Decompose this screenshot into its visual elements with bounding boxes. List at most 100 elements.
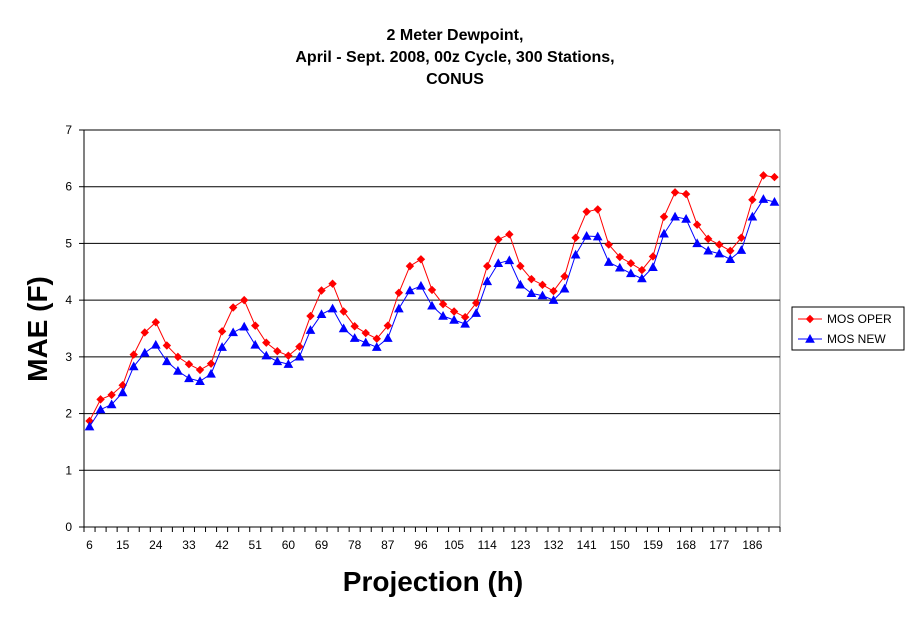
data-point bbox=[217, 327, 227, 336]
data-point bbox=[769, 196, 780, 206]
data-point bbox=[184, 373, 194, 383]
data-point bbox=[382, 333, 393, 342]
data-point bbox=[95, 404, 106, 414]
data-point bbox=[581, 231, 592, 240]
data-point bbox=[516, 261, 525, 271]
data-point bbox=[692, 238, 702, 248]
x-tick-label: 78 bbox=[348, 538, 362, 552]
data-point bbox=[350, 322, 359, 331]
data-point bbox=[571, 233, 580, 242]
series-layer bbox=[84, 171, 780, 431]
x-axis-ticks: 6 15 24 33 42 51 60 69 78 87 96 105 114 123 132 141 150 1… bbox=[83, 527, 781, 552]
data-point bbox=[251, 321, 260, 330]
data-point bbox=[305, 325, 316, 334]
data-point bbox=[438, 310, 448, 320]
data-point bbox=[460, 318, 470, 328]
series-1 bbox=[85, 171, 779, 426]
data-point bbox=[339, 307, 348, 316]
data-point bbox=[151, 318, 161, 327]
data-point bbox=[117, 387, 128, 397]
data-point bbox=[681, 214, 691, 223]
y-tick-label: 5 bbox=[65, 236, 72, 250]
data-point bbox=[295, 342, 304, 351]
data-point bbox=[416, 255, 426, 264]
data-point bbox=[526, 288, 537, 298]
data-point bbox=[106, 399, 117, 409]
data-point bbox=[538, 280, 547, 290]
chart-title: 2 Meter Dewpoint, April - Sept. 2008, 00z… bbox=[295, 27, 614, 88]
data-point bbox=[637, 273, 647, 283]
data-point bbox=[128, 361, 139, 371]
data-point bbox=[692, 220, 702, 229]
y-axis-title: MAE (F) bbox=[22, 276, 53, 382]
data-point bbox=[338, 323, 349, 333]
y-axis-ticks: 0 1 2 3 4 5 6 7 bbox=[65, 123, 84, 534]
data-point bbox=[294, 351, 305, 361]
data-point bbox=[217, 342, 227, 351]
data-point bbox=[770, 172, 779, 182]
data-point bbox=[505, 230, 514, 239]
x-tick-label: 186 bbox=[742, 538, 762, 552]
data-point bbox=[626, 259, 636, 268]
data-point bbox=[725, 254, 736, 264]
y-tick-label: 2 bbox=[65, 407, 72, 421]
data-point bbox=[603, 257, 614, 266]
data-point bbox=[515, 279, 526, 289]
series-2 bbox=[84, 194, 780, 431]
legend-item: MOS OPER bbox=[798, 312, 892, 326]
data-point bbox=[273, 346, 282, 356]
y-tick-label: 4 bbox=[65, 293, 72, 307]
data-point bbox=[737, 233, 746, 242]
legend-marker bbox=[805, 333, 815, 343]
data-point bbox=[96, 395, 105, 404]
x-axis-title: Projection (h) bbox=[343, 566, 523, 597]
data-point bbox=[614, 262, 625, 272]
legend-box bbox=[791, 306, 905, 351]
data-point bbox=[670, 211, 680, 221]
data-point bbox=[626, 268, 636, 278]
data-point bbox=[570, 249, 581, 259]
x-tick-label: 42 bbox=[215, 538, 229, 552]
data-point bbox=[593, 205, 602, 214]
data-point bbox=[228, 327, 238, 337]
x-tick-label: 24 bbox=[149, 538, 163, 552]
data-point bbox=[306, 311, 315, 321]
data-point bbox=[482, 276, 493, 286]
data-point bbox=[427, 285, 437, 295]
x-tick-label: 96 bbox=[414, 538, 428, 552]
data-point bbox=[262, 338, 271, 347]
y-tick-label: 0 bbox=[65, 520, 72, 534]
data-point bbox=[759, 171, 768, 180]
data-point bbox=[405, 261, 415, 271]
data-point bbox=[361, 328, 370, 338]
data-point bbox=[416, 280, 426, 290]
data-point bbox=[736, 245, 747, 254]
legend-label: MOS NEW bbox=[827, 332, 886, 346]
plot-background bbox=[83, 129, 781, 528]
data-point bbox=[173, 366, 183, 375]
data-point bbox=[548, 295, 559, 304]
data-point bbox=[747, 211, 758, 221]
plot-area bbox=[83, 129, 781, 528]
data-point bbox=[549, 286, 558, 296]
data-point bbox=[659, 228, 669, 238]
data-point bbox=[140, 328, 149, 337]
x-tick-label: 69 bbox=[315, 538, 329, 552]
data-point bbox=[615, 252, 625, 262]
data-point bbox=[703, 234, 713, 244]
data-point bbox=[537, 290, 548, 300]
data-point bbox=[173, 352, 183, 362]
data-point bbox=[371, 342, 382, 351]
data-point bbox=[471, 308, 482, 317]
data-point bbox=[250, 339, 261, 349]
data-point bbox=[316, 309, 327, 319]
data-point bbox=[405, 285, 415, 295]
data-point bbox=[206, 359, 216, 368]
y-tick-label: 3 bbox=[65, 350, 72, 364]
data-point bbox=[560, 272, 569, 281]
data-point bbox=[162, 356, 172, 366]
data-point bbox=[162, 341, 172, 350]
data-point bbox=[328, 279, 337, 288]
data-point bbox=[239, 321, 250, 331]
x-tick-label: 105 bbox=[444, 538, 464, 552]
